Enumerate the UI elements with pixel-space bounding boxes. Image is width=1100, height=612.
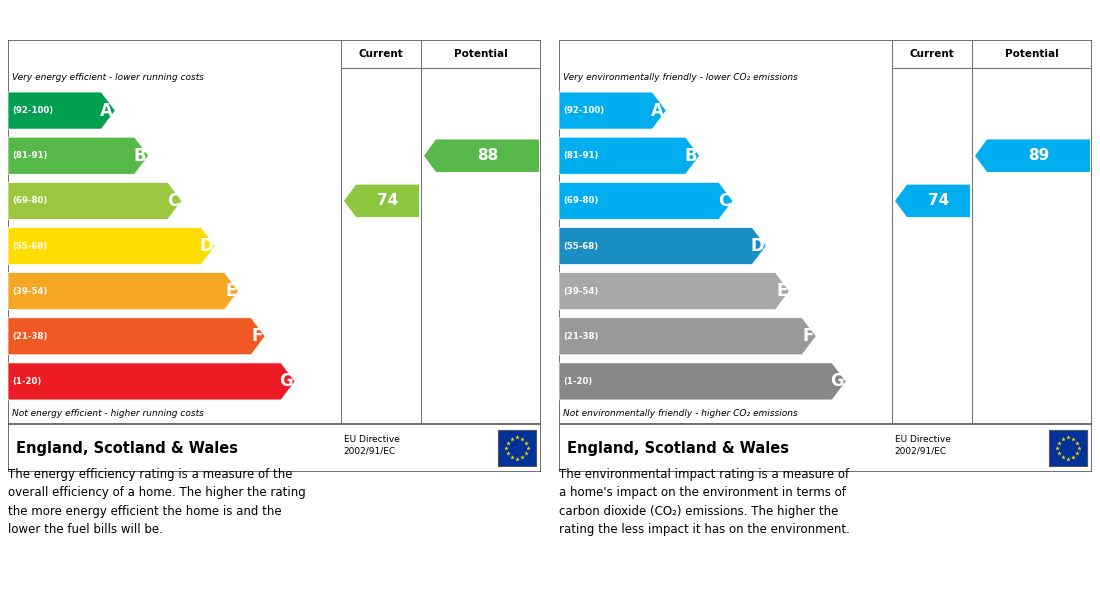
Text: (1-20): (1-20) <box>12 377 42 386</box>
Polygon shape <box>975 140 1090 172</box>
Polygon shape <box>559 92 667 129</box>
Text: (21-38): (21-38) <box>563 332 598 341</box>
Text: G: G <box>279 373 293 390</box>
Polygon shape <box>8 137 148 174</box>
Text: A: A <box>651 102 664 119</box>
Text: (1-20): (1-20) <box>563 377 592 386</box>
Text: A: A <box>100 102 113 119</box>
Polygon shape <box>559 318 816 355</box>
Text: (81-91): (81-91) <box>563 151 598 160</box>
Text: B: B <box>685 147 697 165</box>
Text: (69-80): (69-80) <box>563 196 598 206</box>
Text: B: B <box>134 147 146 165</box>
Text: F: F <box>803 327 814 345</box>
Text: Not environmentally friendly - higher CO₂ emissions: Not environmentally friendly - higher CO… <box>563 409 798 419</box>
Text: 88: 88 <box>477 148 498 163</box>
Text: England, Scotland & Wales: England, Scotland & Wales <box>566 441 789 455</box>
Polygon shape <box>895 185 970 217</box>
Polygon shape <box>424 140 539 172</box>
Text: (81-91): (81-91) <box>12 151 47 160</box>
Text: Energy Efficiency Rating: Energy Efficiency Rating <box>16 15 256 33</box>
Bar <box>1049 430 1087 466</box>
Text: (69-80): (69-80) <box>12 196 47 206</box>
Polygon shape <box>559 137 700 174</box>
Text: E: E <box>777 282 788 300</box>
Text: The energy efficiency rating is a measure of the
overall efficiency of a home. T: The energy efficiency rating is a measur… <box>8 468 306 536</box>
Polygon shape <box>8 363 295 400</box>
Polygon shape <box>559 272 790 310</box>
Polygon shape <box>8 228 216 264</box>
Text: (92-100): (92-100) <box>12 106 53 115</box>
Text: EU Directive
2002/91/EC: EU Directive 2002/91/EC <box>894 435 950 456</box>
Text: EU Directive
2002/91/EC: EU Directive 2002/91/EC <box>344 435 399 456</box>
Text: D: D <box>750 237 764 255</box>
Text: Not energy efficient - higher running costs: Not energy efficient - higher running co… <box>12 409 203 419</box>
Text: Current: Current <box>910 49 955 59</box>
Polygon shape <box>344 185 419 217</box>
Polygon shape <box>8 182 182 219</box>
Polygon shape <box>8 318 265 355</box>
Text: 89: 89 <box>1027 148 1049 163</box>
Polygon shape <box>8 272 239 310</box>
Text: D: D <box>199 237 213 255</box>
Bar <box>498 430 536 466</box>
Polygon shape <box>559 363 846 400</box>
Text: Potential: Potential <box>1005 49 1059 59</box>
Text: Current: Current <box>359 49 404 59</box>
Text: Very environmentally friendly - lower CO₂ emissions: Very environmentally friendly - lower CO… <box>563 73 798 83</box>
Text: (21-38): (21-38) <box>12 332 47 341</box>
Text: The environmental impact rating is a measure of
a home's impact on the environme: The environmental impact rating is a mea… <box>559 468 850 536</box>
Text: 74: 74 <box>377 193 398 208</box>
Text: England, Scotland & Wales: England, Scotland & Wales <box>16 441 238 455</box>
Text: F: F <box>252 327 263 345</box>
Text: G: G <box>830 373 844 390</box>
Text: (39-54): (39-54) <box>12 286 47 296</box>
Text: (39-54): (39-54) <box>563 286 598 296</box>
Text: (92-100): (92-100) <box>563 106 604 115</box>
Text: Very energy efficient - lower running costs: Very energy efficient - lower running co… <box>12 73 203 83</box>
Text: E: E <box>226 282 236 300</box>
Text: (55-68): (55-68) <box>12 242 47 250</box>
Text: Potential: Potential <box>454 49 508 59</box>
Text: 74: 74 <box>928 193 949 208</box>
Text: C: C <box>718 192 730 210</box>
Text: (55-68): (55-68) <box>563 242 598 250</box>
Polygon shape <box>8 92 115 129</box>
Polygon shape <box>559 228 766 264</box>
Polygon shape <box>559 182 733 219</box>
Text: C: C <box>167 192 179 210</box>
Text: Environmental Impact (CO₂) Rating: Environmental Impact (CO₂) Rating <box>566 15 911 33</box>
